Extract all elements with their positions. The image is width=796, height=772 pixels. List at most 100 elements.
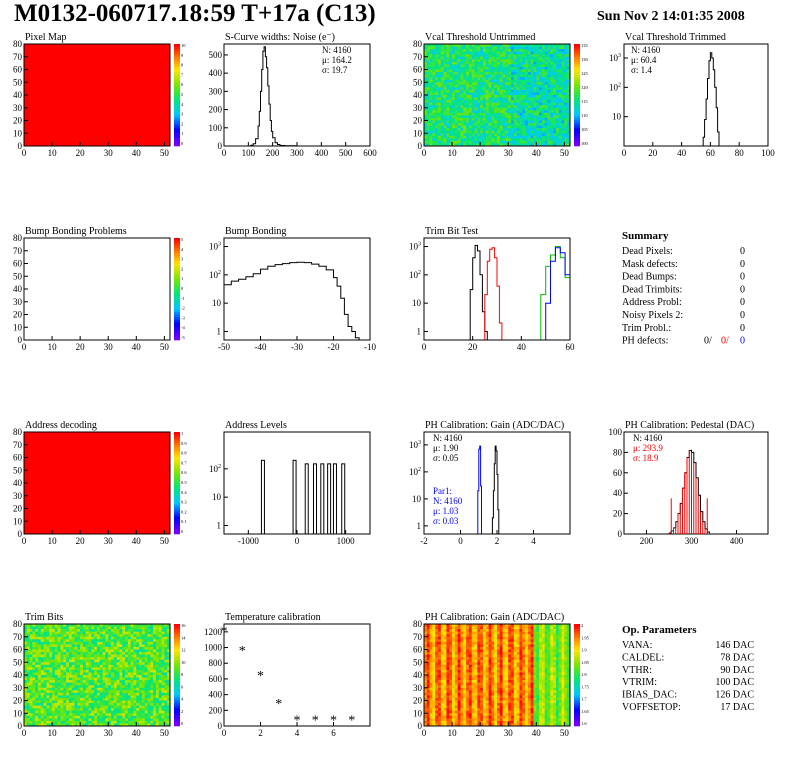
heatmap-cell [435,641,439,645]
heatmap-cell [429,138,433,142]
heatmap-cell [74,677,78,681]
heatmap-cell [527,97,531,101]
heatmap-cell [32,677,36,681]
heatmap-cell [519,102,523,106]
heatmap-cell [108,667,112,671]
heatmap-cell [440,133,444,137]
heatmap-cell [29,723,33,727]
heatmap-cell [485,61,489,65]
color-scale-step [174,240,180,244]
heatmap-cell [435,97,439,101]
heatmap-cell [525,138,529,142]
heatmap-cell [136,634,140,638]
color-scale-step [174,59,180,63]
heatmap-cell [468,102,473,106]
heatmap-cell [139,629,143,632]
heatmap-cell [77,720,81,724]
heatmap-cell [474,100,478,103]
heatmap-cell [102,685,106,689]
heatmap-cell [108,646,112,650]
color-scale-label: 0 [181,141,184,146]
heatmap-cell [150,695,154,699]
heatmap-cell [536,102,540,106]
heatmap-cell [60,662,64,666]
heatmap-cell [125,705,129,709]
heatmap-cell [426,120,430,124]
heatmap-cell [144,680,148,683]
heatmap-cell [111,692,115,696]
heatmap-cell [550,97,554,101]
heatmap-cell [63,654,67,658]
heatmap-cell [136,624,140,627]
heatmap-cell [57,718,61,722]
heatmap-cell [457,64,461,68]
heatmap-cell [161,700,165,704]
heatmap-cell [161,631,165,635]
heatmap-cell [63,708,67,711]
heatmap-cell [474,120,478,124]
heatmap-cell [530,123,534,126]
heatmap-cell [139,641,143,645]
heatmap-cell [432,100,436,103]
heatmap-cell [80,713,84,717]
heatmap-cell [480,97,484,101]
heatmap-cell [52,646,56,650]
heatmap-cell [85,669,89,673]
heatmap-cell [435,87,439,91]
heatmap-cell [153,646,157,650]
heatmap-cell [52,634,56,638]
heatmap-cell [424,44,428,47]
heatmap-cell [32,646,36,650]
heatmap-cell [133,657,137,660]
y-tick-label: 40 [413,90,423,100]
heatmap-cell [116,639,120,643]
heatmap-cell [26,705,30,709]
heatmap-cell [443,54,447,58]
heatmap-cell [108,644,112,648]
heatmap-cell [111,697,115,701]
heatmap-cell [54,636,58,640]
heatmap-cell [525,51,529,55]
heatmap-cell [88,646,92,650]
heatmap-cell [127,629,131,632]
heatmap-cell [66,690,70,694]
heatmap-cell [46,629,50,632]
heatmap-cell [60,685,64,689]
heatmap-cell [424,112,428,116]
heatmap-cell [144,692,148,696]
heatmap-cell [522,97,526,101]
heatmap-cell [133,641,137,645]
heatmap-cell [139,631,143,635]
heatmap-cell [35,672,39,676]
heatmap-cell [46,697,50,701]
heatmap-cell [438,79,442,83]
heatmap-cell [133,687,137,691]
heatmap-cell [446,128,450,131]
heatmap-cell [136,667,140,671]
heatmap-cell [457,107,461,111]
heatmap-cell [567,135,571,139]
heatmap-cell [429,629,433,632]
heatmap-cell [539,74,543,78]
heatmap-cell [127,664,131,668]
heatmap-cell [482,128,487,131]
color-scale-step [174,337,180,341]
heatmap-cell [471,44,475,47]
color-scale-step [574,89,580,93]
heatmap-cell [449,115,453,119]
heatmap-cell [516,74,520,78]
heatmap-cell [513,95,517,98]
heatmap-cell [24,690,28,694]
heatmap-cell [466,84,470,88]
heatmap-cell [488,64,492,68]
heatmap-cell [466,138,470,142]
heatmap-cell [488,69,492,73]
heatmap-cell [480,130,484,134]
heatmap-cell [57,690,61,694]
heatmap-cell [144,624,148,627]
heatmap-cell [558,61,562,65]
heatmap-cell [94,687,98,691]
heatmap-cell [567,138,571,142]
heatmap-cell [88,682,92,686]
series-line-0 [224,261,363,341]
